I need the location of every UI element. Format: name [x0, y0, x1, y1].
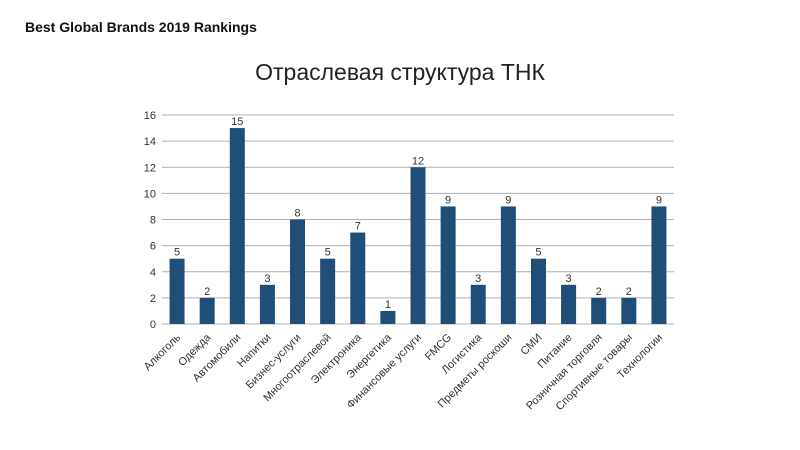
- data-label: 5: [535, 247, 541, 259]
- bar: [259, 284, 275, 324]
- y-tick-label: 2: [150, 293, 156, 305]
- bar: [651, 206, 667, 324]
- y-tick-label: 8: [150, 215, 156, 227]
- bar: [561, 284, 577, 324]
- x-tick-label: Алкоголь: [142, 331, 184, 373]
- y-tick-label: 4: [150, 267, 156, 279]
- data-label: 3: [475, 273, 481, 285]
- bar: [500, 206, 516, 324]
- data-label: 2: [204, 286, 210, 298]
- x-tick-label: СМИ: [519, 332, 545, 358]
- bar: [380, 310, 396, 324]
- data-label: 9: [445, 194, 451, 206]
- bar: [470, 284, 486, 324]
- bar: [229, 128, 245, 324]
- bar: [530, 258, 546, 324]
- data-label: 12: [412, 155, 424, 167]
- data-label: 2: [596, 286, 602, 298]
- bar: [440, 206, 456, 324]
- data-label: 5: [325, 247, 331, 259]
- y-tick-label: 16: [144, 110, 156, 122]
- y-tick-label: 0: [150, 319, 156, 331]
- chart-title: Отраслевая структура ТНК: [255, 59, 545, 85]
- bar: [169, 258, 185, 324]
- bar: [410, 167, 426, 324]
- data-label: 9: [656, 194, 662, 206]
- data-label: 15: [231, 116, 243, 128]
- data-label: 5: [174, 247, 180, 259]
- data-label: 7: [355, 221, 361, 233]
- data-label: 8: [294, 208, 300, 220]
- header: Best Global Brands 2019 Rankings: [25, 19, 257, 35]
- bar: [350, 232, 366, 324]
- data-label: 3: [566, 273, 572, 285]
- y-tick-label: 12: [144, 162, 156, 174]
- data-label: 3: [264, 273, 270, 285]
- data-label: 2: [626, 286, 632, 298]
- y-tick-label: 14: [144, 136, 156, 148]
- y-tick-label: 10: [144, 188, 156, 200]
- bar: [591, 297, 607, 324]
- y-tick-label: 6: [150, 241, 156, 253]
- bar: [621, 297, 637, 324]
- bar: [199, 297, 215, 324]
- data-label: 9: [505, 194, 511, 206]
- bar: [290, 219, 306, 324]
- data-label: 1: [385, 299, 391, 311]
- bar: [320, 258, 336, 324]
